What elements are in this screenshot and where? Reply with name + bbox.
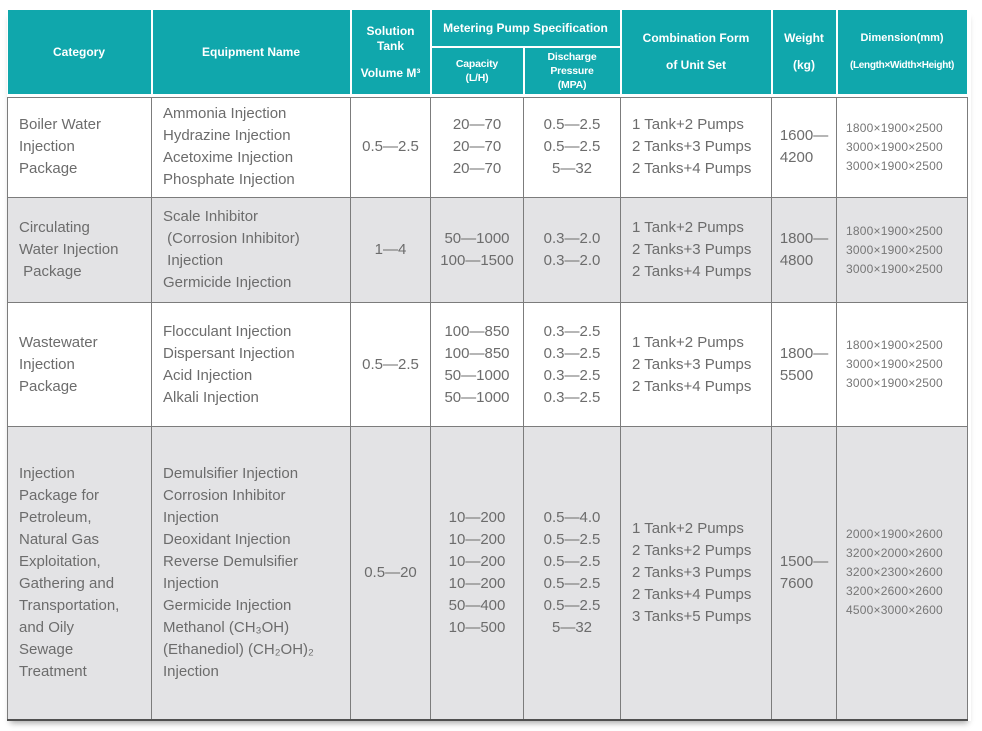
col-header-dimension: Dimension(mm) (Length×Width×Height) [836, 10, 969, 97]
cell-capacity: 20—70 20—70 20—70 [430, 95, 524, 198]
cell-equipment: Flocculant Injection Dispersant Injectio… [151, 302, 351, 427]
col-header-solution-tank: Solution Tank Volume M³ [350, 10, 432, 97]
combination-form-line2: of Unit Set [666, 58, 727, 72]
cell-combination: 1 Tank+2 Pumps 2 Tanks+2 Pumps 2 Tanks+3… [620, 426, 773, 721]
table-row-petroleum-gas: Injection Package for Petroleum, Natural… [7, 426, 969, 721]
cell-capacity: 10—200 10—200 10—200 10—200 50—400 10—50… [430, 426, 524, 721]
cell-equipment: Ammonia Injection Hydrazine Injection Ac… [151, 95, 351, 198]
col-header-equipment-name-label: Equipment Name [201, 44, 300, 59]
cell-pressure: 0.5—2.5 0.5—2.5 5—32 [522, 95, 622, 198]
col-header-category-label: Category [52, 44, 105, 59]
cell-equipment: Demulsifier Injection Corrosion Inhibito… [151, 426, 351, 721]
weight-value: 1600— 4200 [779, 127, 829, 166]
table-header: Category Equipment Name Solution Tank Vo… [7, 10, 969, 97]
cell-weight: 1600— 4200 [771, 95, 838, 198]
injection-package-spec-table: Category Equipment Name Solution Tank Vo… [7, 10, 969, 721]
weight-line2: (kg) [793, 58, 816, 72]
col-header-weight: Weight (kg) [771, 10, 838, 97]
col-header-equipment-name: Equipment Name [151, 10, 352, 97]
cell-combination: 1 Tank+2 Pumps 2 Tanks+3 Pumps 2 Tanks+4… [620, 302, 773, 427]
col-header-discharge-pressure: Discharge Pressure (MPA) [523, 47, 622, 97]
table-row-wastewater: Wastewater Injection Package Flocculant … [7, 302, 969, 427]
table-row-circulating-water: Circulating Water Injection Package Scal… [7, 197, 969, 303]
cell-category: Wastewater Injection Package [7, 302, 152, 427]
cell-dimension: 2000×1900×2600 3200×2000×2600 3200×2300×… [836, 426, 969, 721]
cell-dimension: 1800×1900×2500 3000×1900×2500 3000×1900×… [836, 95, 969, 198]
cell-dimension: 1800×1900×2500 3000×1900×2500 3000×1900×… [836, 197, 969, 303]
capacity-line2: (L/H) [465, 72, 489, 84]
spec-table-container: Category Equipment Name Solution Tank Vo… [7, 10, 971, 721]
col-header-combination-form: Combination Form of Unit Set [620, 10, 773, 97]
cell-pressure: 0.3—2.5 0.3—2.5 0.3—2.5 0.3—2.5 [522, 302, 622, 427]
cell-tank-volume: 0.5—2.5 [350, 95, 431, 198]
col-header-capacity: Capacity (L/H) [430, 47, 525, 97]
cell-combination: 1 Tank+2 Pumps 2 Tanks+3 Pumps 2 Tanks+4… [620, 197, 773, 303]
cell-category: Boiler Water Injection Package [7, 95, 152, 198]
cell-weight: 1800— 5500 [771, 302, 838, 427]
cell-capacity: 50—1000 100—1500 [430, 197, 524, 303]
cell-pressure: 0.5—4.0 0.5—2.5 0.5—2.5 0.5—2.5 0.5—2.5 … [522, 426, 622, 721]
solution-tank-line1: Solution Tank [366, 23, 415, 53]
weight-line1: Weight [784, 31, 824, 45]
table-row-boiler-water: Boiler Water Injection Package Ammonia I… [7, 95, 969, 198]
weight-value: 1500— 7600 [779, 552, 829, 592]
col-header-metering-pump-spec: Metering Pump Specification [430, 10, 622, 48]
cell-category: Injection Package for Petroleum, Natural… [7, 426, 152, 721]
discharge-pressure-line1: Discharge Pressure [547, 51, 597, 77]
capacity-line1: Capacity [455, 58, 499, 70]
cell-weight: 1800— 4800 [771, 197, 838, 303]
dimension-line1: Dimension(mm) [860, 32, 944, 44]
cell-weight: 1500— 7600 [771, 426, 838, 721]
cell-category: Circulating Water Injection Package [7, 197, 152, 303]
discharge-pressure-line2: (MPA) [557, 79, 587, 91]
col-header-category: Category [7, 10, 153, 97]
cell-dimension: 1800×1900×2500 3000×1900×2500 3000×1900×… [836, 302, 969, 427]
cell-tank-volume: 0.5—20 [350, 426, 431, 721]
solution-tank-line2: Volume M³ [360, 65, 421, 80]
cell-equipment: Scale Inhibitor (Corrosion Inhibitor) In… [151, 197, 351, 303]
table-body: Boiler Water Injection Package Ammonia I… [7, 95, 969, 721]
weight-value: 1800— 4800 [779, 230, 829, 269]
cell-combination: 1 Tank+2 Pumps 2 Tanks+3 Pumps 2 Tanks+4… [620, 95, 773, 198]
combination-form-line1: Combination Form [642, 31, 750, 45]
cell-capacity: 100—850 100—850 50—1000 50—1000 [430, 302, 524, 427]
cell-pressure: 0.3—2.0 0.3—2.0 [522, 197, 622, 303]
cell-tank-volume: 1—4 [350, 197, 431, 303]
weight-value: 1800— 5500 [779, 344, 829, 384]
dimension-line2: (Length×Width×Height) [849, 60, 955, 71]
cell-tank-volume: 0.5—2.5 [350, 302, 431, 427]
